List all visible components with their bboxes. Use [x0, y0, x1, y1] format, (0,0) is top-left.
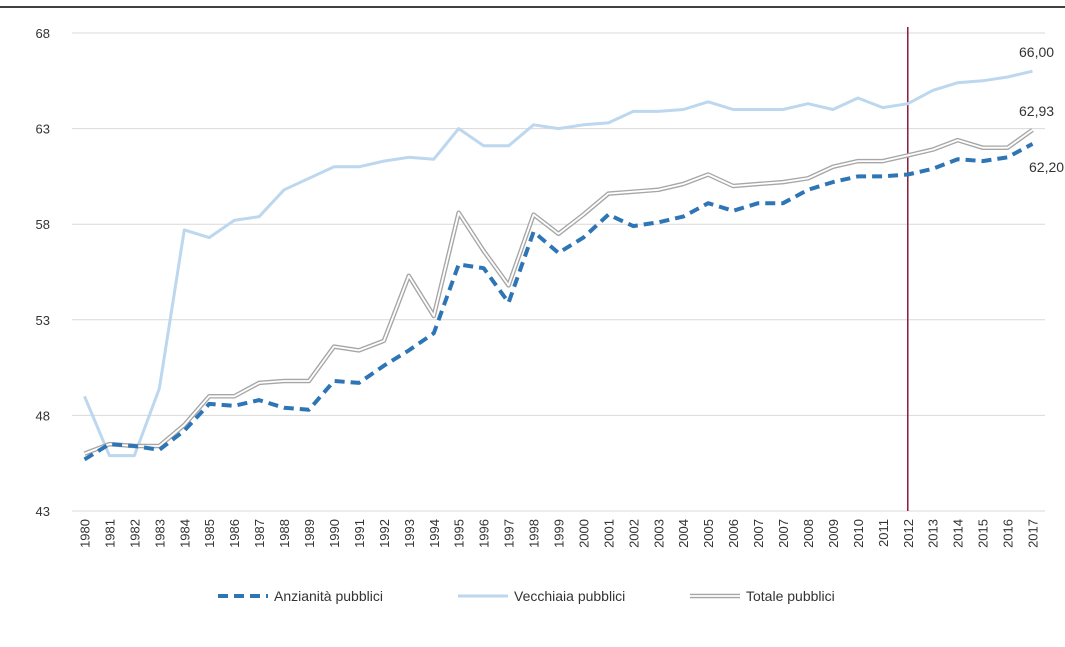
x-tick-label: 2005 [701, 519, 716, 548]
y-tick-label: 53 [36, 313, 50, 328]
y-tick-label: 43 [36, 504, 50, 519]
x-tick-label: 1998 [527, 519, 542, 548]
x-tick-label: 2003 [651, 519, 666, 548]
x-tick-label: 2016 [1001, 519, 1016, 548]
series-line [83, 142, 1034, 462]
x-tick-label: 2008 [801, 519, 816, 548]
x-tick-label: 1986 [227, 519, 242, 548]
x-tick-label: 2006 [726, 519, 741, 548]
y-tick-label: 68 [36, 26, 50, 41]
y-tick-label: 63 [36, 122, 50, 137]
y-tick-label: 48 [36, 408, 50, 423]
x-tick-label: 1999 [552, 519, 567, 548]
data-label: 62,20 [1029, 159, 1064, 175]
x-tick-label: 1980 [77, 519, 92, 548]
x-tick-label: 2015 [976, 519, 991, 548]
x-tick-label: 2007 [776, 519, 791, 548]
x-tick-label: 2000 [576, 519, 591, 548]
x-tick-label: 1984 [177, 519, 192, 548]
x-tick-label: 2012 [901, 519, 916, 548]
x-tick-label: 2011 [876, 519, 891, 547]
legend-label: Vecchiaia pubblici [514, 588, 625, 604]
x-tick-label: 2001 [601, 519, 616, 548]
x-tick-label: 2004 [676, 519, 691, 548]
x-tick-label: 1982 [127, 519, 142, 548]
x-tick-label: 1981 [102, 519, 117, 548]
series-line [83, 69, 1033, 458]
x-tick-label: 1996 [477, 519, 492, 548]
x-tick-label: 2010 [851, 519, 866, 548]
x-tick-label: 1992 [377, 519, 392, 548]
legend-label: Totale pubblici [746, 588, 835, 604]
x-tick-label: 1987 [252, 519, 267, 548]
x-tick-label: 2014 [951, 519, 966, 548]
x-tick-label: 2009 [826, 519, 841, 548]
x-tick-label: 1989 [302, 519, 317, 548]
x-tick-label: 1988 [277, 519, 292, 548]
x-tick-label: 2013 [926, 519, 941, 548]
x-tick-label: 1990 [327, 519, 342, 548]
x-tick-label: 1993 [402, 519, 417, 548]
y-tick-label: 58 [36, 217, 50, 232]
data-label: 66,00 [1019, 44, 1054, 60]
x-tick-label: 1994 [427, 519, 442, 548]
x-tick-label: 2007 [751, 519, 766, 548]
x-tick-label: 1985 [202, 519, 217, 548]
x-tick-label: 1997 [502, 519, 517, 548]
data-label: 62,93 [1019, 103, 1054, 119]
x-tick-label: 1983 [152, 519, 167, 548]
series-line-inner [84, 129, 1034, 455]
x-tick-label: 1995 [452, 519, 467, 548]
x-tick-label: 2017 [1026, 519, 1041, 548]
x-tick-label: 1991 [352, 519, 367, 548]
legend-label: Anzianità pubblici [274, 588, 383, 604]
x-tick-label: 2002 [626, 519, 641, 548]
